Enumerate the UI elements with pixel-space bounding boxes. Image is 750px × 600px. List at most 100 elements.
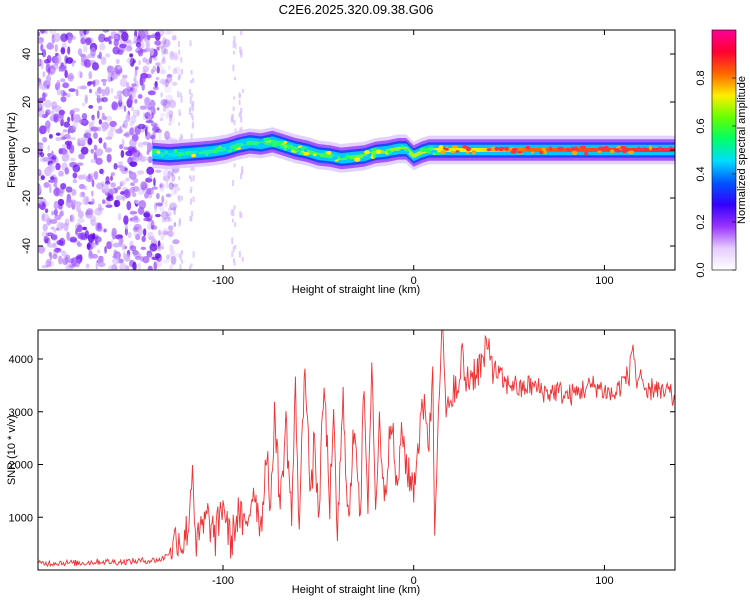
signal-speckle — [539, 150, 544, 155]
signal-speckle — [197, 149, 203, 152]
noise-speckle — [126, 200, 132, 211]
signal-speckle — [566, 148, 571, 152]
noise-speckle — [162, 37, 167, 45]
noise-speckle — [51, 105, 55, 110]
noise-speckle — [240, 107, 243, 114]
noise-speckle — [165, 199, 168, 208]
noise-speckle — [85, 174, 94, 183]
signal-speckle — [294, 149, 299, 152]
noise-speckle — [124, 227, 128, 236]
signal-speckle — [498, 148, 504, 152]
signal-speckle — [152, 149, 156, 154]
noise-speckle — [76, 162, 84, 166]
colorbar-tick-label: 0.2 — [695, 214, 707, 229]
noise-speckle — [162, 230, 169, 236]
noise-speckle — [189, 198, 192, 205]
noise-speckle — [86, 243, 91, 250]
noise-speckle — [96, 182, 104, 190]
noise-speckle — [139, 255, 144, 262]
signal-speckle — [235, 145, 239, 149]
colorbar-tick-label: 0.4 — [695, 166, 707, 181]
noise-speckle — [50, 234, 58, 240]
noise-speckle — [147, 231, 154, 239]
signal-speckle — [636, 146, 641, 152]
noise-speckle — [192, 196, 195, 203]
noise-speckle — [234, 42, 237, 49]
noise-speckle — [133, 77, 137, 83]
noise-speckle — [166, 254, 170, 260]
signal-speckle — [177, 152, 185, 156]
noise-speckle — [63, 134, 71, 140]
noise-speckle — [147, 142, 153, 153]
noise-speckle — [60, 182, 67, 190]
noise-speckle — [230, 209, 233, 216]
signal-speckle — [622, 148, 627, 154]
noise-speckle — [112, 242, 121, 248]
noise-speckle — [150, 219, 155, 230]
noise-speckle — [77, 48, 83, 56]
noise-speckle — [123, 105, 127, 112]
noise-speckle — [38, 97, 46, 102]
noise-speckle — [234, 222, 237, 227]
noise-speckle — [110, 182, 116, 188]
noise-speckle — [60, 47, 66, 54]
noise-speckle — [47, 144, 50, 152]
noise-speckle — [91, 241, 97, 249]
noise-speckle — [238, 251, 241, 258]
noise-speckle — [233, 96, 236, 100]
noise-speckle — [160, 113, 165, 117]
noise-speckle — [84, 94, 88, 104]
noise-speckle — [47, 152, 52, 157]
noise-speckle — [77, 85, 85, 90]
noise-speckle — [179, 264, 182, 270]
noise-speckle — [55, 186, 59, 196]
noise-speckle — [137, 262, 141, 270]
noise-speckle — [161, 243, 165, 249]
noise-speckle — [91, 179, 95, 188]
noise-speckle — [149, 55, 153, 64]
signal-speckle — [386, 149, 391, 154]
noise-speckle — [73, 113, 81, 123]
noise-speckle — [121, 138, 125, 148]
noise-speckle — [154, 169, 162, 173]
noise-speckle — [161, 58, 166, 64]
spectrogram-axes: -100 0 100 -40 -20 0 20 40 — [21, 30, 675, 287]
noise-speckle — [105, 176, 110, 184]
noise-speckle — [154, 81, 158, 88]
noise-speckle — [190, 133, 193, 140]
noise-speckle — [53, 113, 59, 123]
noise-speckle — [40, 60, 44, 70]
noise-speckle — [90, 126, 99, 132]
noise-speckle — [233, 120, 236, 126]
spectrogram-ytick-label: 0 — [21, 147, 33, 153]
noise-speckle — [106, 241, 113, 250]
signal-speckle — [204, 151, 209, 156]
noise-speckle — [133, 231, 138, 236]
noise-speckle — [168, 115, 175, 125]
noise-speckle — [232, 106, 235, 112]
noise-speckle — [41, 48, 47, 58]
noise-speckle — [42, 223, 48, 232]
noise-speckle — [156, 65, 160, 74]
noise-speckle — [129, 138, 137, 148]
noise-speckle — [66, 231, 70, 240]
noise-speckle — [41, 213, 50, 222]
noise-speckle — [60, 96, 67, 103]
noise-speckle — [238, 92, 241, 99]
noise-speckle — [79, 191, 82, 198]
noise-speckle — [119, 125, 123, 134]
noise-speckle — [58, 68, 62, 72]
noise-speckle — [83, 133, 89, 142]
noise-speckle — [161, 218, 167, 223]
noise-speckle — [190, 263, 193, 267]
noise-speckle — [134, 126, 141, 135]
noise-speckle — [40, 30, 46, 34]
signal-speckle — [283, 140, 288, 144]
noise-speckle — [96, 222, 103, 232]
noise-speckle — [164, 85, 172, 93]
noise-speckle — [172, 183, 179, 188]
noise-speckle — [192, 251, 195, 258]
noise-speckle — [102, 81, 107, 87]
noise-speckle — [115, 234, 123, 240]
noise-speckle — [150, 225, 158, 230]
